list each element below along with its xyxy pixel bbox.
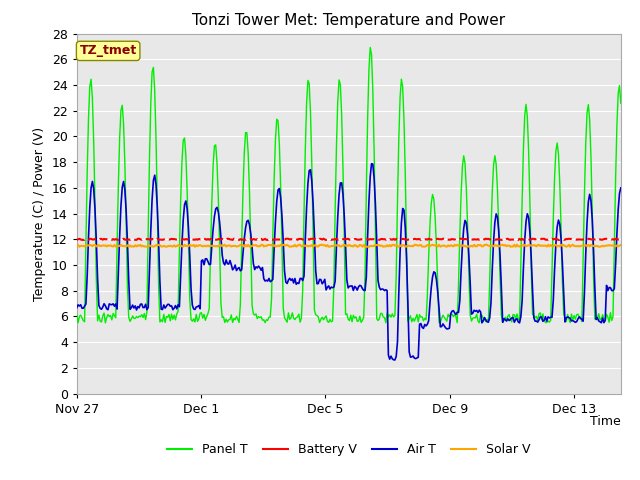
Solar V	[91, 242, 99, 248]
Battery V	[497, 237, 505, 243]
Battery V	[73, 237, 81, 243]
Air T	[524, 211, 531, 216]
Panel T	[73, 312, 81, 318]
Air T	[342, 242, 349, 248]
Panel T	[524, 114, 531, 120]
Air T	[73, 305, 81, 311]
Title: Tonzi Tower Met: Temperature and Power: Tonzi Tower Met: Temperature and Power	[192, 13, 506, 28]
Air T	[617, 185, 625, 191]
Panel T	[317, 316, 324, 322]
Panel T	[617, 100, 625, 106]
Line: Battery V: Battery V	[77, 239, 621, 240]
Battery V	[524, 237, 531, 242]
X-axis label: Time: Time	[590, 415, 621, 428]
Air T	[596, 319, 604, 324]
Battery V	[255, 237, 262, 243]
Battery V	[342, 236, 349, 242]
Legend: Panel T, Battery V, Air T, Solar V: Panel T, Battery V, Air T, Solar V	[168, 443, 530, 456]
Y-axis label: Temperature (C) / Power (V): Temperature (C) / Power (V)	[33, 127, 46, 300]
Solar V	[482, 242, 490, 248]
Battery V	[316, 236, 323, 241]
Battery V	[617, 236, 625, 242]
Air T	[368, 161, 376, 167]
Panel T	[91, 200, 99, 206]
Solar V	[522, 243, 530, 249]
Air T	[391, 357, 399, 363]
Battery V	[91, 236, 99, 242]
Solar V	[595, 244, 603, 250]
Solar V	[617, 242, 625, 248]
Solar V	[342, 243, 349, 249]
Solar V	[73, 242, 81, 248]
Line: Air T: Air T	[77, 164, 621, 360]
Panel T	[596, 317, 604, 323]
Panel T	[102, 320, 109, 326]
Air T	[316, 276, 323, 282]
Air T	[91, 206, 99, 212]
Panel T	[366, 45, 374, 50]
Air T	[255, 263, 262, 269]
Panel T	[343, 311, 351, 317]
Solar V	[596, 244, 604, 250]
Panel T	[256, 315, 264, 321]
Line: Panel T: Panel T	[77, 48, 621, 323]
Battery V	[457, 236, 465, 241]
Battery V	[596, 237, 604, 242]
Solar V	[255, 243, 262, 249]
Line: Solar V: Solar V	[77, 245, 621, 247]
Text: TZ_tmet: TZ_tmet	[79, 44, 137, 58]
Solar V	[316, 242, 323, 248]
